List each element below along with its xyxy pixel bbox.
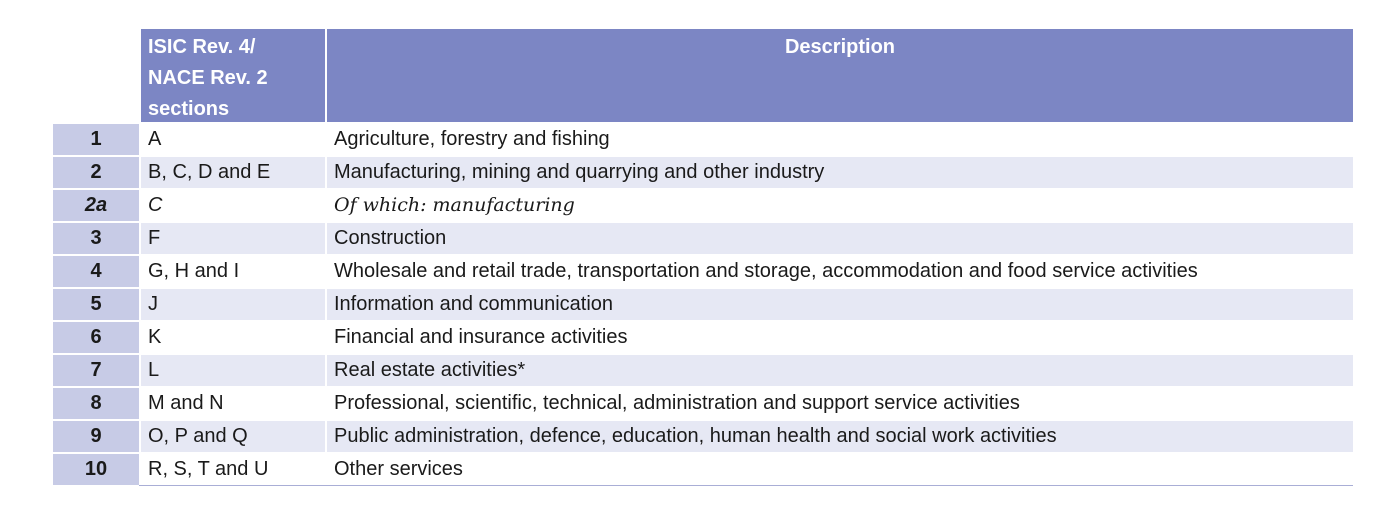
row-code: K <box>141 322 325 353</box>
row-number: 8 <box>53 388 139 419</box>
row-description: Professional, scientific, technical, adm… <box>327 388 1353 419</box>
row-description: Real estate activities* <box>327 355 1353 386</box>
row-number: 2 <box>53 157 139 188</box>
row-code: A <box>141 124 325 155</box>
row-number: 5 <box>53 289 139 320</box>
table-row: 2a C Of which: manufacturing <box>53 190 1353 221</box>
row-number: 3 <box>53 223 139 254</box>
row-description: Other services <box>327 454 1353 485</box>
row-code: J <box>141 289 325 320</box>
row-description: Public administration, defence, educatio… <box>327 421 1353 452</box>
row-code: C <box>141 190 325 221</box>
table-row: 10 R, S, T and U Other services <box>53 454 1353 485</box>
row-description: Information and communication <box>327 289 1353 320</box>
row-description: Of which: manufacturing <box>327 190 1353 221</box>
row-number: 10 <box>53 454 139 485</box>
classification-table: ISIC Rev. 4/ NACE Rev. 2 sections Descri… <box>53 29 1353 486</box>
header-blank-cell <box>53 29 139 122</box>
row-number: 1 <box>53 124 139 155</box>
row-description: Construction <box>327 223 1353 254</box>
table-row: 2 B, C, D and E Manufacturing, mining an… <box>53 157 1353 188</box>
table-row: 4 G, H and I Wholesale and retail trade,… <box>53 256 1353 287</box>
table-bottom-rule <box>139 485 1353 486</box>
header-description-cell: Description <box>327 29 1353 122</box>
table-row: 3 F Construction <box>53 223 1353 254</box>
table-row: 5 J Information and communication <box>53 289 1353 320</box>
header-code-cell: ISIC Rev. 4/ NACE Rev. 2 sections <box>141 29 325 122</box>
table-row: 8 M and N Professional, scientific, tech… <box>53 388 1353 419</box>
table-row: 7 L Real estate activities* <box>53 355 1353 386</box>
row-description: Agriculture, forestry and fishing <box>327 124 1353 155</box>
row-number: 7 <box>53 355 139 386</box>
row-description: Wholesale and retail trade, transportati… <box>327 256 1353 287</box>
row-description: Manufacturing, mining and quarrying and … <box>327 157 1353 188</box>
row-code: R, S, T and U <box>141 454 325 485</box>
row-number: 6 <box>53 322 139 353</box>
table-row: 1 A Agriculture, forestry and fishing <box>53 124 1353 155</box>
table-row: 9 O, P and Q Public administration, defe… <box>53 421 1353 452</box>
table-header: ISIC Rev. 4/ NACE Rev. 2 sections Descri… <box>53 29 1353 122</box>
row-code: G, H and I <box>141 256 325 287</box>
row-code: O, P and Q <box>141 421 325 452</box>
row-code: L <box>141 355 325 386</box>
row-code: F <box>141 223 325 254</box>
row-description: Financial and insurance activities <box>327 322 1353 353</box>
row-number: 4 <box>53 256 139 287</box>
row-code: M and N <box>141 388 325 419</box>
row-number: 2a <box>53 190 139 221</box>
row-number: 9 <box>53 421 139 452</box>
row-code: B, C, D and E <box>141 157 325 188</box>
table-row: 6 K Financial and insurance activities <box>53 322 1353 353</box>
